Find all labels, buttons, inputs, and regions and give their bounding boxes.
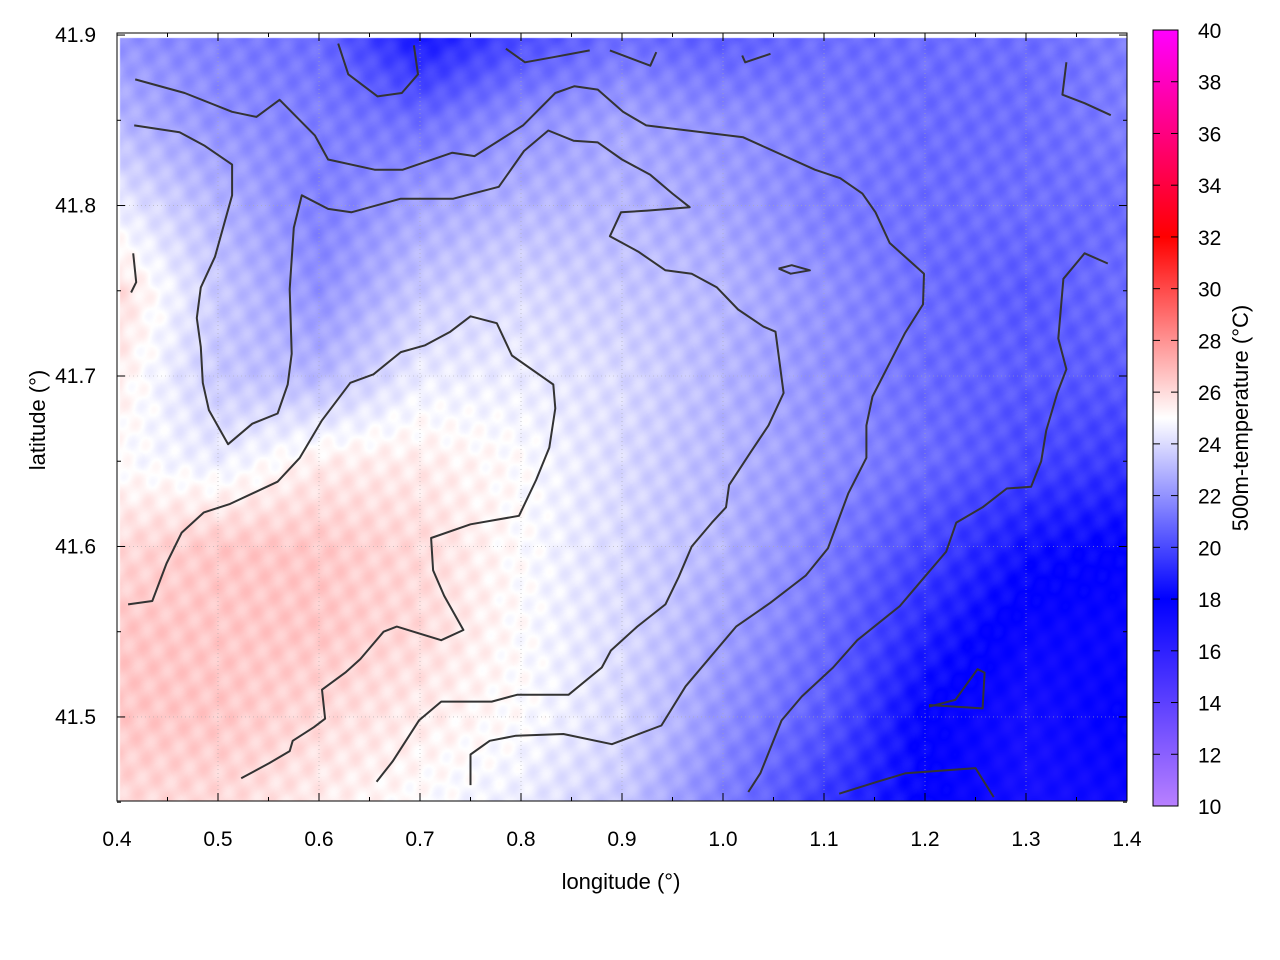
axis-ticks: 0.4 0.5 0.6 0.7 0.8 0.9 1.0 1.1 1.2 1.3 1.4 41.5 41.… xyxy=(55,24,1142,851)
colorbar xyxy=(1152,29,1179,807)
colorbar-tick-label: 10 xyxy=(1198,796,1221,819)
x-tick-label: 0.6 xyxy=(304,828,333,851)
contour-line xyxy=(337,43,419,98)
contour-line xyxy=(747,252,1109,793)
y-tick-label: 41.9 xyxy=(55,24,96,47)
y-tick-label: 41.5 xyxy=(55,706,96,729)
y-tick-label: 41.6 xyxy=(55,535,96,558)
contour-line xyxy=(778,264,811,275)
x-tick-label: 1.3 xyxy=(1011,828,1040,851)
colorbar-label: 500m-temperature (°C) xyxy=(1228,305,1253,531)
x-tick-label: 0.7 xyxy=(405,828,434,851)
colorbar-tick-label: 16 xyxy=(1198,641,1221,664)
colorbar-tick-label: 34 xyxy=(1198,175,1222,198)
colorbar-tick-label: 36 xyxy=(1198,123,1221,146)
contour-line xyxy=(609,49,658,67)
x-axis-label: longitude (°) xyxy=(562,869,681,894)
colorbar-tick-label: 12 xyxy=(1198,744,1221,767)
colorbar-tick-label: 24 xyxy=(1198,434,1222,457)
x-tick-label: 1.2 xyxy=(910,828,939,851)
x-tick-label: 0.4 xyxy=(102,828,132,851)
contour-line xyxy=(1061,62,1112,117)
y-tick-label: 41.7 xyxy=(55,365,96,388)
colorbar-tick-label: 28 xyxy=(1198,330,1221,353)
colorbar-tick-label: 18 xyxy=(1198,589,1221,612)
contour-line xyxy=(838,767,995,798)
x-tick-label: 1.4 xyxy=(1112,828,1142,851)
colorbar-tick-label: 26 xyxy=(1198,382,1221,405)
x-tick-label: 1.1 xyxy=(809,828,838,851)
x-tick-label: 0.8 xyxy=(506,828,535,851)
contour-lines xyxy=(127,43,1112,798)
colorbar-tick-label: 32 xyxy=(1198,227,1221,250)
colorbar-tick-label: 30 xyxy=(1198,279,1221,302)
x-tick-label: 0.9 xyxy=(607,828,636,851)
contour-line xyxy=(928,668,986,710)
colorbar-tick-label: 40 xyxy=(1198,20,1221,43)
contour-line xyxy=(127,315,557,780)
contour-line xyxy=(134,124,785,783)
y-tick-label: 41.8 xyxy=(55,195,96,218)
contour-line xyxy=(130,253,138,293)
x-tick-label: 0.5 xyxy=(203,828,232,851)
colorbar-tick-label: 38 xyxy=(1198,72,1221,95)
contour-line xyxy=(134,78,925,786)
grid-lines xyxy=(117,33,1127,801)
colorbar-tick-label: 20 xyxy=(1198,537,1221,560)
contour-line xyxy=(505,47,590,64)
colorbar-ticks: 10 12 14 16 18 20 22 24 26 28 30 32 34 36 38 40 xyxy=(1153,20,1222,819)
colorbar-tick-label: 14 xyxy=(1198,693,1222,716)
contour-line xyxy=(741,52,771,64)
x-tick-label: 1.0 xyxy=(708,828,737,851)
y-axis-label: latitude (°) xyxy=(25,370,50,471)
colorbar-tick-label: 22 xyxy=(1198,486,1221,509)
